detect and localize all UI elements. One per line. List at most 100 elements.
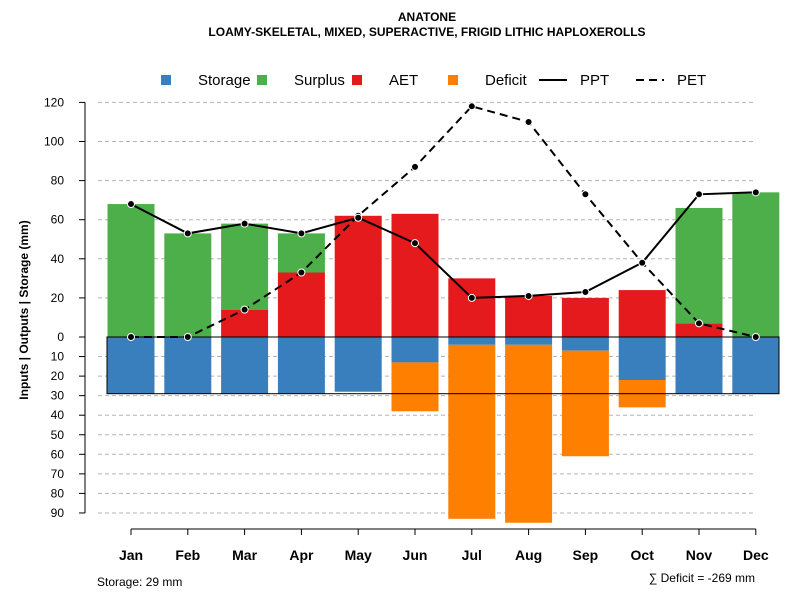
ppt-point [127, 200, 135, 209]
ppt-point [524, 291, 533, 300]
ppt-point [638, 258, 647, 267]
ppt-point [354, 213, 363, 222]
aet-bar [448, 278, 496, 337]
pet-line [131, 105, 757, 338]
y-axis-label: Inputs | Outputs | Storage (mm) [17, 220, 31, 399]
storage-bar [448, 337, 496, 345]
pet-point [467, 102, 476, 111]
ppt-point [183, 229, 192, 238]
x-tick-label: Mar [232, 547, 257, 563]
storage-bar [277, 337, 325, 394]
legend-swatch-deficit [448, 75, 458, 85]
storage-bar [334, 337, 382, 392]
y-tick-label: 60 [51, 447, 65, 461]
aet-bar [277, 272, 325, 337]
x-tick-label: Jul [462, 547, 482, 563]
y-tick-label: 100 [44, 135, 64, 149]
y-tick-label: 60 [51, 213, 65, 227]
x-tick-label: Jun [403, 547, 428, 563]
pet-point [183, 333, 192, 341]
pet-point [751, 333, 760, 341]
surplus-bar [221, 223, 269, 310]
legend-label: PET [677, 72, 706, 89]
x-tick-label: Feb [175, 547, 200, 563]
y-tick-label: 20 [51, 291, 65, 305]
deficit-note: ∑ Deficit = -269 mm [649, 571, 755, 585]
aet-bar [618, 290, 666, 337]
ppt-point [695, 190, 703, 199]
y-tick-label: 40 [51, 252, 65, 266]
legend-label: PPT [580, 72, 609, 89]
ppt-line [130, 191, 756, 299]
x-tick-label: Dec [743, 547, 769, 563]
storage-bar [618, 337, 666, 381]
pet-point [411, 162, 419, 171]
pet-point [524, 117, 533, 126]
x-tick-label: Oct [631, 547, 655, 563]
surplus-bar [675, 207, 723, 324]
pet-point [695, 319, 703, 328]
ppt-point [411, 239, 419, 248]
legend-label: AET [389, 72, 418, 89]
lines [127, 102, 760, 341]
y-tick-label: 40 [51, 408, 65, 422]
ppt-point [751, 188, 760, 197]
storage-frame [106, 336, 780, 395]
legend-label: Storage [198, 72, 251, 89]
legend-label: Surplus [294, 72, 345, 89]
storage-bar [391, 337, 439, 363]
x-tick-label: Apr [289, 547, 314, 563]
chart-subtitle: LOAMY-SKELETAL, MIXED, SUPERACTIVE, FRIG… [208, 25, 645, 39]
aet-bar [561, 297, 609, 337]
pet-point [297, 268, 306, 277]
y-tick-label: 0 [57, 330, 64, 344]
pet-point [240, 305, 249, 314]
surplus-bar [164, 233, 212, 337]
ppt-point [297, 229, 306, 238]
legend-swatch-storage [161, 75, 171, 85]
storage-capacity-box [106, 336, 780, 395]
deficit-bar [448, 344, 496, 519]
y-tick-label: 50 [51, 428, 65, 442]
ppt-point [240, 219, 249, 228]
surplus-bar [732, 192, 780, 337]
legend-swatch-aet [352, 75, 362, 85]
deficit-bar [561, 350, 609, 457]
y-tick-label: 90 [51, 506, 65, 520]
storage-bar [675, 337, 723, 394]
aet-bar [221, 309, 269, 337]
legend: Storage Surplus AET Deficit PPT PET [161, 72, 706, 89]
storage-bar [107, 337, 155, 394]
y-tick-label: 80 [51, 486, 65, 500]
chart-title: ANATONE [398, 10, 456, 24]
x-tick-label: Aug [515, 547, 542, 563]
y-tick-label: 80 [51, 174, 65, 188]
bars [107, 192, 780, 523]
surplus-bar [277, 233, 325, 273]
aet-bar [391, 213, 439, 337]
ppt-point [581, 288, 590, 297]
storage-bar [164, 337, 212, 394]
legend-label: Deficit [485, 72, 528, 89]
x-tick-label: Sep [573, 547, 599, 563]
pet-point [581, 190, 590, 199]
y-tick-label: 120 [44, 95, 64, 109]
storage-note: Storage: 29 mm [97, 575, 182, 589]
x-tick-label: Nov [686, 547, 713, 563]
y-tick-label: 20 [51, 369, 65, 383]
storage-bar [732, 337, 780, 394]
deficit-bar [391, 362, 439, 412]
ppt-point [467, 293, 476, 302]
deficit-bar [505, 344, 553, 523]
axes: 0 20 40 60 80 100 120 10 20 30 40 50 60 70 80 90 Jan Feb M… [44, 95, 769, 563]
aet-bar [334, 215, 382, 337]
y-tick-label: 10 [51, 350, 65, 364]
storage-bar [505, 337, 553, 345]
storage-bar [221, 337, 269, 394]
storage-bar [561, 337, 609, 351]
x-tick-label: Jan [119, 547, 143, 563]
y-tick-label: 30 [51, 389, 65, 403]
x-tick-label: May [345, 547, 372, 563]
surplus-bar [107, 204, 155, 337]
